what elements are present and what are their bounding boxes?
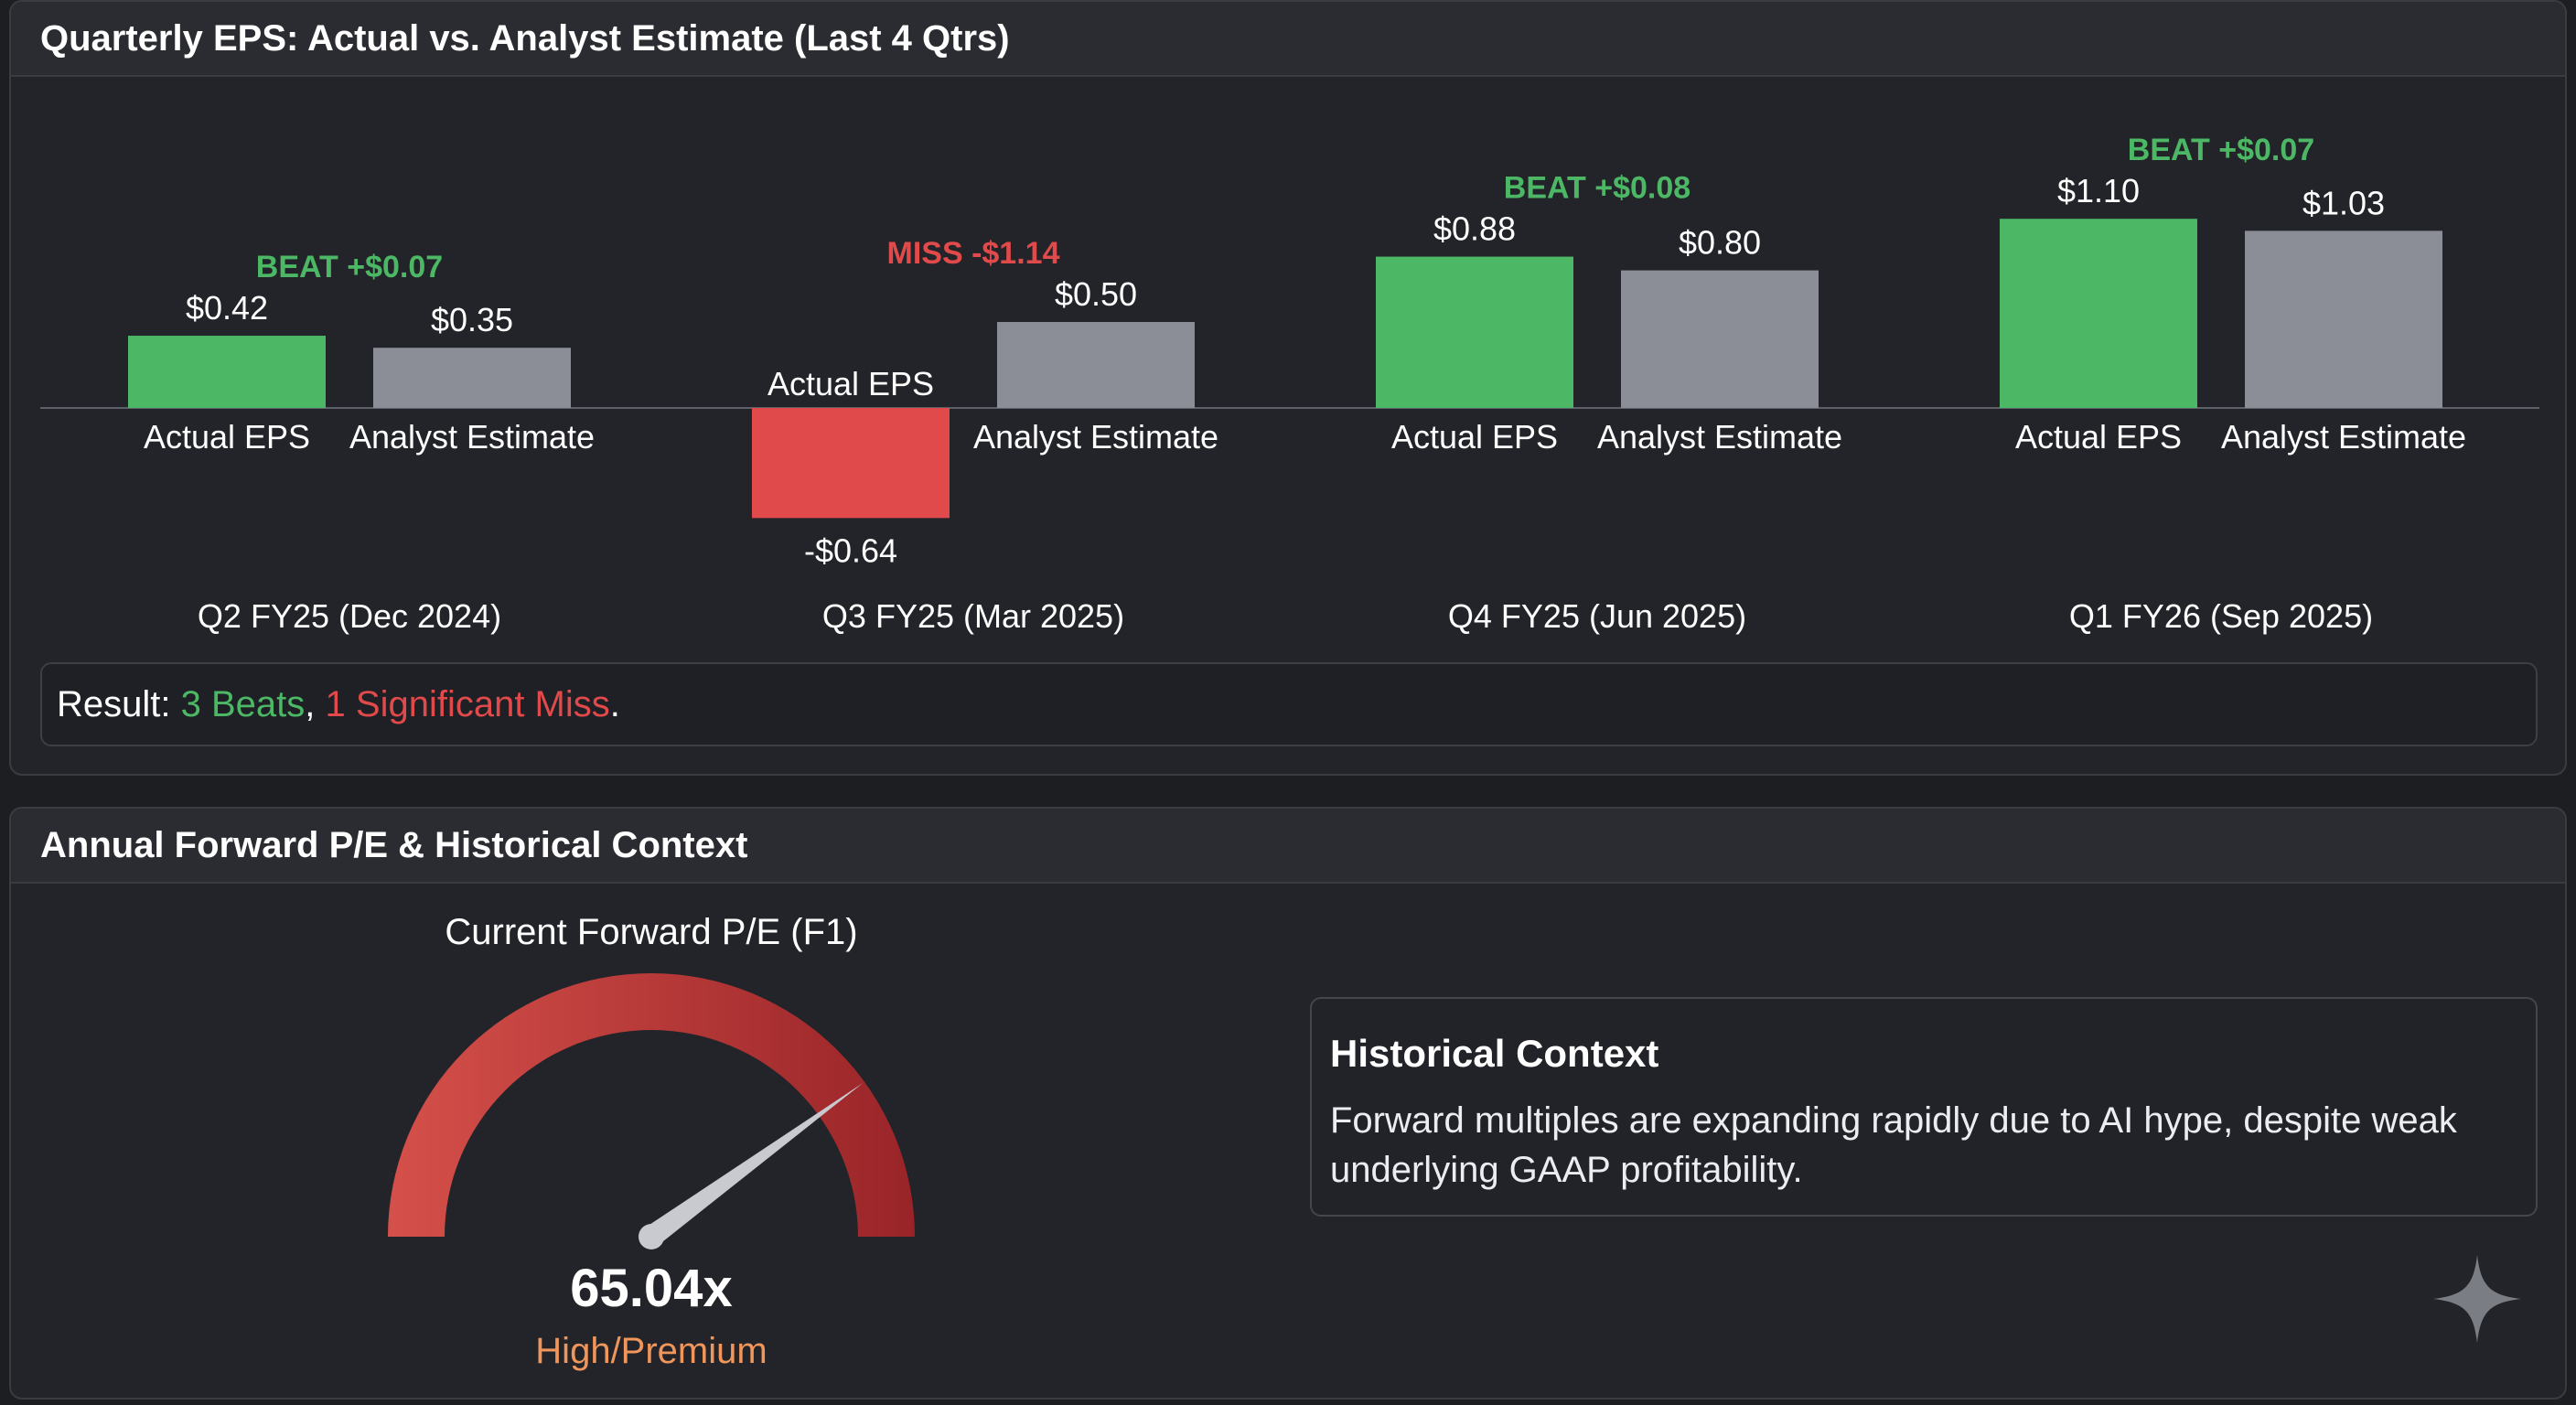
eps-panel-title: Quarterly EPS: Actual vs. Analyst Estima…	[11, 2, 2565, 77]
bar-estimate-q2	[997, 322, 1195, 408]
result-prefix: Result:	[57, 683, 171, 724]
series-label-estimate-q4: Analyst Estimate	[2221, 418, 2466, 456]
series-label-actual-q2: Actual EPS	[767, 365, 934, 402]
bar-actual-q1	[128, 336, 326, 408]
value-label-actual-q1: $0.42	[186, 289, 268, 327]
category-label-q3: Q4 FY25 (Jun 2025)	[1448, 597, 1746, 635]
series-label-estimate-q2: Analyst Estimate	[973, 418, 1218, 456]
value-label-estimate-q3: $0.80	[1679, 224, 1761, 262]
series-label-actual-q4: Actual EPS	[2015, 418, 2182, 456]
value-label-actual-q3: $0.88	[1433, 210, 1516, 248]
bar-estimate-q1	[373, 348, 571, 408]
bar-actual-q4	[2000, 219, 2197, 408]
historical-context-title: Historical Context	[1330, 1032, 1659, 1075]
pe-gauge: Current Forward P/E (F1) 65.04x High/Premi…	[388, 912, 915, 1371]
gauge-arc	[388, 973, 915, 1237]
gauge-value: 65.04x	[570, 1259, 732, 1318]
historical-context-card: Historical Context Forward multiples are…	[1310, 997, 2538, 1217]
category-label-q1: Q2 FY25 (Dec 2024)	[198, 597, 501, 635]
value-label-actual-q4: $1.10	[2057, 172, 2140, 209]
category-label-q2: Q3 FY25 (Mar 2025)	[822, 597, 1124, 635]
pe-panel: Annual Forward P/E & Historical Context …	[9, 807, 2567, 1400]
eps-panel: Quarterly EPS: Actual vs. Analyst Estima…	[9, 0, 2567, 776]
result-summary: Result: 3 Beats, 1 Significant Miss.	[40, 662, 2538, 746]
gauge-label: Current Forward P/E (F1)	[445, 912, 857, 952]
category-label-q4: Q1 FY26 (Sep 2025)	[2069, 597, 2373, 635]
eps-chart: $0.42 Actual EPS $0.35 Analyst Estimate BEAT…	[40, 133, 2539, 635]
gauge-status: High/Premium	[535, 1331, 767, 1371]
bar-estimate-q3	[1621, 270, 1819, 408]
bar-estimate-q4	[2245, 231, 2442, 408]
gauge-needle	[644, 1082, 864, 1246]
result-separator: ,	[305, 683, 316, 724]
annotation-q2: MISS -$1.14	[887, 236, 1060, 271]
value-label-estimate-q4: $1.03	[2302, 184, 2385, 221]
series-label-actual-q1: Actual EPS	[144, 418, 310, 456]
series-label-estimate-q3: Analyst Estimate	[1597, 418, 1842, 456]
result-suffix: .	[609, 683, 620, 724]
value-label-estimate-q2: $0.50	[1055, 275, 1137, 313]
gauge-needle-hub	[639, 1224, 664, 1249]
historical-context-text: Forward multiples are expanding rapidly …	[1330, 1100, 2457, 1190]
pe-panel-title: Annual Forward P/E & Historical Context	[11, 809, 2565, 884]
annotation-q3: BEAT +$0.08	[1504, 171, 1690, 206]
series-label-actual-q3: Actual EPS	[1391, 418, 1558, 456]
result-miss: 1 Significant Miss	[325, 683, 610, 724]
value-label-estimate-q1: $0.35	[431, 301, 513, 338]
result-beats: 3 Beats	[180, 683, 306, 724]
bar-actual-q2	[752, 408, 950, 519]
annotation-q4: BEAT +$0.07	[2128, 133, 2314, 167]
bar-actual-q3	[1376, 256, 1573, 408]
value-label-actual-q2: -$0.64	[804, 531, 897, 569]
series-label-estimate-q1: Analyst Estimate	[349, 418, 595, 456]
sparkle-icon	[2433, 1255, 2521, 1343]
annotation-q1: BEAT +$0.07	[256, 250, 443, 284]
